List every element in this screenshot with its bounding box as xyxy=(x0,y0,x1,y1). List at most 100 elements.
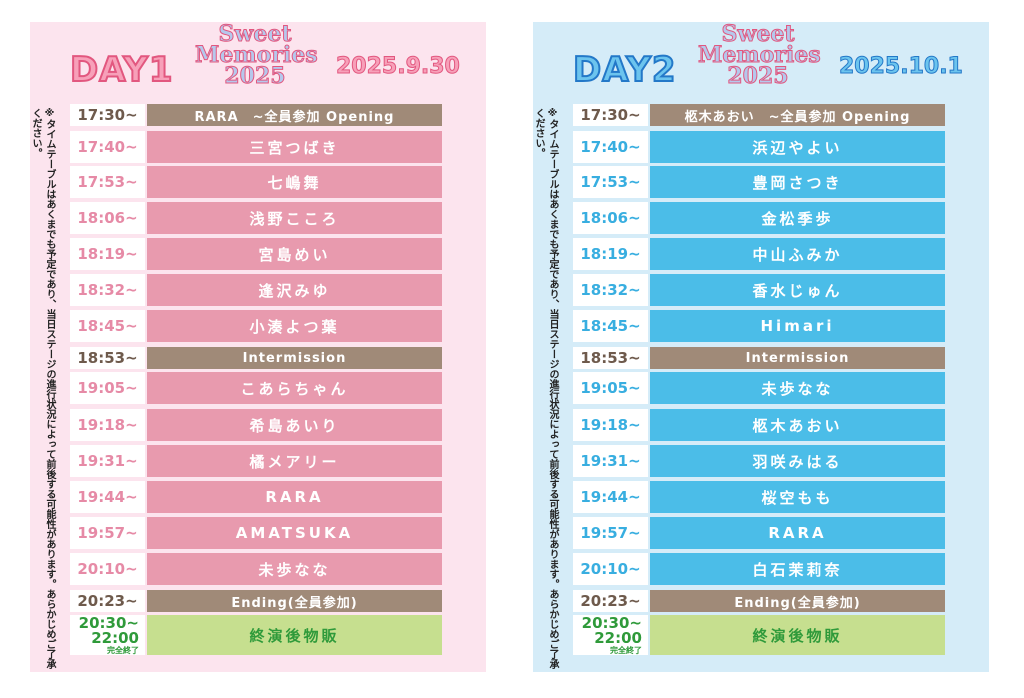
performer-name: 桜空もも xyxy=(650,481,945,513)
performer-name: Himari xyxy=(650,310,945,342)
timetable-row: 20:23~ Ending(全員参加) xyxy=(573,590,945,612)
timetable-row: 20:10~ 白石茉莉奈 xyxy=(573,553,945,585)
time-text: 19:57~ xyxy=(77,524,138,542)
performer-name: 宮島めい xyxy=(147,238,442,270)
day1-panel: DAY1 Sweet Memories 2025 2025.9.30 ※タイムテーブ… xyxy=(30,22,486,672)
day-label: DAY2 xyxy=(572,49,677,91)
performer-name: 柩木あおい ~全員参加 Opening xyxy=(650,104,945,126)
time-cell: 18:45~ xyxy=(70,310,145,342)
time-cell: 19:44~ xyxy=(573,481,648,513)
time-text: 17:40~ xyxy=(77,138,138,156)
time-text: 完全終了 xyxy=(610,645,642,655)
timetable-row: 17:30~ RARA ~全員参加 Opening xyxy=(70,104,442,126)
performer-name: Ending(全員参加) xyxy=(147,590,442,612)
time-text: 18:45~ xyxy=(580,317,641,335)
timetable-row: 20:10~ 未歩なな xyxy=(70,553,442,585)
time-text: 18:06~ xyxy=(77,209,138,227)
time-cell: 17:30~ xyxy=(573,104,648,126)
performer-name: 希島あいり xyxy=(147,409,442,441)
time-text: 18:32~ xyxy=(77,281,138,299)
performer-name: 柩木あおい xyxy=(650,409,945,441)
time-text: 19:18~ xyxy=(77,416,138,434)
performer-name: 羽咲みはる xyxy=(650,445,945,477)
timetable-row: 18:19~ 宮島めい xyxy=(70,238,442,270)
time-text: 19:44~ xyxy=(77,488,138,506)
time-cell: 17:40~ xyxy=(573,131,648,163)
timetable-row: 17:30~ 柩木あおい ~全員参加 Opening xyxy=(573,104,945,126)
timetable-row: 19:44~ 桜空もも xyxy=(573,481,945,513)
time-cell: 19:31~ xyxy=(573,445,648,477)
time-text: 22:00 xyxy=(91,628,139,647)
time-cell: 19:18~ xyxy=(573,409,648,441)
performer-name: 三宮つばき xyxy=(147,131,442,163)
timetable-row: 18:19~ 中山ふみか xyxy=(573,238,945,270)
time-cell: 19:57~ xyxy=(573,517,648,549)
time-text: 18:32~ xyxy=(580,281,641,299)
time-text: 20:30~ xyxy=(581,613,642,632)
time-text: 19:31~ xyxy=(580,452,641,470)
time-cell: 17:30~ xyxy=(70,104,145,126)
performer-name: 浜辺やよい xyxy=(650,131,945,163)
time-text: 17:53~ xyxy=(77,173,138,191)
performer-name: 白石茉莉奈 xyxy=(650,553,945,585)
event-logo: Sweet Memories 2025 xyxy=(698,21,822,89)
performer-name: 終演後物販 xyxy=(650,615,945,655)
time-cell: 20:10~ xyxy=(70,553,145,585)
performer-name: 豊岡さつき xyxy=(650,166,945,198)
event-date: 2025.9.30 xyxy=(336,54,461,80)
time-text: 18:53~ xyxy=(77,349,138,367)
timetable-row: 20:23~ Ending(全員参加) xyxy=(70,590,442,612)
time-cell: 17:53~ xyxy=(573,166,648,198)
timetable-row: 18:06~ 浅野こころ xyxy=(70,202,442,234)
time-cell: 20:23~ xyxy=(573,590,648,612)
time-text: 17:53~ xyxy=(580,173,641,191)
time-cell: 20:10~ xyxy=(573,553,648,585)
performer-name: 金松季歩 xyxy=(650,202,945,234)
performer-name: Intermission xyxy=(650,347,945,369)
timetable-row: 17:40~ 三宮つばき xyxy=(70,131,442,163)
time-cell: 20:30~ 22:00 完全終了 xyxy=(573,615,648,655)
time-cell: 18:45~ xyxy=(573,310,648,342)
time-cell: 18:19~ xyxy=(573,238,648,270)
time-text: 20:10~ xyxy=(77,560,138,578)
performer-name: RARA ~全員参加 Opening xyxy=(147,104,442,126)
timetable-row: 19:05~ 未歩なな xyxy=(573,372,945,404)
performer-name: 小湊よつ葉 xyxy=(147,310,442,342)
performer-name: 浅野こころ xyxy=(147,202,442,234)
time-cell: 18:06~ xyxy=(70,202,145,234)
time-text: 18:19~ xyxy=(77,245,138,263)
time-cell: 17:53~ xyxy=(70,166,145,198)
disclaimer-note: ※タイムテーブルはあくまでも予定であり、当日ステージの進行状況によって前後する可… xyxy=(30,108,55,669)
timetable-row: 19:05~ こあらちゃん xyxy=(70,372,442,404)
time-text: 19:05~ xyxy=(77,379,138,397)
time-cell: 19:31~ xyxy=(70,445,145,477)
timetable-row: 18:53~ Intermission xyxy=(573,347,945,369)
timetable-row: 17:53~ 七嶋舞 xyxy=(70,166,442,198)
performer-name: RARA xyxy=(147,481,442,513)
time-cell: 19:57~ xyxy=(70,517,145,549)
performer-name: こあらちゃん xyxy=(147,372,442,404)
timetable-row: 18:32~ 逢沢みゆ xyxy=(70,274,442,306)
performer-name: Intermission xyxy=(147,347,442,369)
time-cell: 19:05~ xyxy=(70,372,145,404)
day-label: DAY1 xyxy=(69,49,174,91)
timetable-row: 17:40~ 浜辺やよい xyxy=(573,131,945,163)
time-cell: 18:32~ xyxy=(573,274,648,306)
performer-name: 逢沢みゆ xyxy=(147,274,442,306)
time-cell: 20:23~ xyxy=(70,590,145,612)
event-logo: Sweet Memories 2025 xyxy=(195,21,319,89)
time-text: 19:31~ xyxy=(77,452,138,470)
timetable-row: 19:31~ 橘メアリー xyxy=(70,445,442,477)
performer-name: 未歩なな xyxy=(650,372,945,404)
timetable-row: 18:06~ 金松季歩 xyxy=(573,202,945,234)
time-text: 20:23~ xyxy=(580,592,641,610)
event-date: 2025.10.1 xyxy=(839,54,964,80)
timetable-row: 18:45~ Himari xyxy=(573,310,945,342)
performer-name: 香水じゅん xyxy=(650,274,945,306)
time-text: 完全終了 xyxy=(107,645,139,655)
time-text: 18:06~ xyxy=(580,209,641,227)
performer-name: 七嶋舞 xyxy=(147,166,442,198)
time-cell: 18:53~ xyxy=(573,347,648,369)
time-cell: 18:06~ xyxy=(573,202,648,234)
time-cell: 18:19~ xyxy=(70,238,145,270)
